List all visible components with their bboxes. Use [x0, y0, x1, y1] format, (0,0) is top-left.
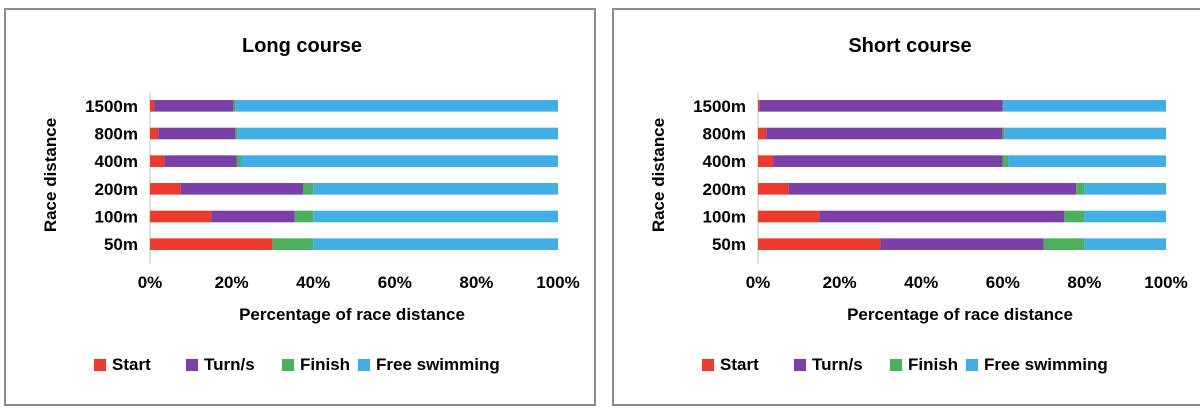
bar-free-swimming-800m: [1004, 127, 1166, 140]
bar-start-200m: [758, 183, 789, 195]
legend-swatch-free-swimming: [358, 359, 370, 371]
legend-swatch-free-swimming: [966, 359, 978, 371]
legend-label-turn-s: Turn/s: [812, 355, 863, 374]
y-axis-label: Race distance: [649, 118, 668, 232]
bar-turn-s-800m: [158, 127, 236, 140]
bar-turn-s-400m: [773, 155, 1003, 167]
x-tick-label: 0%: [746, 273, 771, 292]
bar-free-swimming-1500m: [235, 100, 558, 112]
bar-start-100m: [758, 210, 820, 223]
bar-finish-800m: [235, 127, 238, 140]
bar-free-swimming-50m: [313, 238, 558, 250]
bar-free-swimming-400m: [240, 155, 558, 167]
bar-free-swimming-1500m: [1003, 100, 1166, 112]
x-tick-label: 80%: [1067, 273, 1101, 292]
bar-turn-s-400m: [164, 155, 237, 167]
legend-swatch-turn-s: [186, 359, 198, 371]
bar-start-400m: [758, 155, 774, 167]
legend-label-turn-s: Turn/s: [204, 355, 255, 374]
bar-finish-100m: [1064, 210, 1085, 223]
y-tick-label: 1500m: [85, 97, 138, 116]
y-tick-label: 200m: [95, 180, 138, 199]
bar-free-swimming-100m: [1084, 210, 1166, 223]
legend-label-finish: Finish: [908, 355, 958, 374]
bar-start-1500m: [758, 100, 760, 112]
legend-swatch-turn-s: [794, 359, 806, 371]
bar-start-800m: [758, 127, 767, 140]
bar-start-50m: [150, 238, 273, 250]
y-tick-label: 400m: [95, 152, 138, 171]
y-tick-label: 400m: [703, 152, 746, 171]
y-tick-label: 800m: [95, 125, 138, 144]
bar-turn-s-800m: [766, 127, 1003, 140]
bar-turn-s-100m: [819, 210, 1064, 223]
legend-label-finish: Finish: [300, 355, 350, 374]
bar-finish-50m: [272, 238, 314, 250]
bar-free-swimming-400m: [1008, 155, 1166, 167]
x-tick-label: 40%: [296, 273, 330, 292]
chart-panel-short-course: Short course 1500m 800m 400m 200m 100m 50m 0% 20…: [612, 8, 1200, 406]
y-tick-label: 800m: [703, 125, 746, 144]
legend-label-free-swimming: Free swimming: [376, 355, 500, 374]
legend-swatch-finish: [282, 359, 294, 371]
bar-finish-100m: [294, 210, 314, 223]
bar-turn-s-50m: [880, 238, 1044, 250]
y-axis-label: Race distance: [41, 118, 60, 232]
y-tick-label: 1500m: [693, 97, 746, 116]
bar-free-swimming-200m: [313, 183, 558, 195]
bar-turn-s-1500m: [759, 100, 1003, 112]
bar-finish-400m: [236, 155, 241, 167]
bar-finish-200m: [303, 183, 314, 195]
x-tick-label: 100%: [1144, 273, 1187, 292]
y-tick-label: 100m: [703, 208, 746, 227]
legend-swatch-start: [94, 359, 106, 371]
legend-label-start: Start: [112, 355, 151, 374]
bar-finish-50m: [1043, 238, 1085, 250]
y-tick-label: 50m: [712, 235, 746, 254]
chart-title: Short course: [848, 35, 971, 57]
bar-finish-800m: [1002, 127, 1005, 140]
legend-swatch-start: [702, 359, 714, 371]
x-tick-label: 0%: [138, 273, 163, 292]
x-axis-label: Percentage of race distance: [239, 305, 465, 324]
bar-start-50m: [758, 238, 881, 250]
bar-finish-1500m: [1002, 100, 1004, 112]
bar-finish-1500m: [233, 100, 236, 112]
bar-free-swimming-50m: [1084, 238, 1166, 250]
bar-start-200m: [150, 183, 181, 195]
x-tick-label: 20%: [823, 273, 857, 292]
x-tick-label: 60%: [378, 273, 412, 292]
bar-free-swimming-800m: [237, 127, 558, 140]
bar-start-1500m: [150, 100, 155, 112]
legend-swatch-finish: [890, 359, 902, 371]
bar-free-swimming-200m: [1084, 183, 1166, 195]
x-tick-label: 40%: [904, 273, 938, 292]
bar-free-swimming-100m: [313, 210, 558, 223]
y-tick-label: 100m: [95, 208, 138, 227]
x-axis-label: Percentage of race distance: [847, 305, 1073, 324]
y-tick-label: 50m: [104, 235, 138, 254]
bar-start-800m: [150, 127, 159, 140]
x-tick-label: 20%: [215, 273, 249, 292]
x-tick-label: 60%: [986, 273, 1020, 292]
bar-finish-200m: [1076, 183, 1085, 195]
bar-turn-s-1500m: [154, 100, 234, 112]
x-tick-label: 100%: [536, 273, 579, 292]
x-tick-label: 80%: [459, 273, 493, 292]
chart-title: Long course: [242, 35, 362, 57]
bar-turn-s-200m: [180, 183, 303, 195]
bar-start-400m: [150, 155, 165, 167]
bar-start-100m: [150, 210, 212, 223]
legend-label-free-swimming: Free swimming: [984, 355, 1108, 374]
chart-panel-long-course: Long course 1500m 800m 400m 200m 100m 50m 0% 20%…: [4, 8, 596, 406]
bar-turn-s-200m: [788, 183, 1077, 195]
y-tick-label: 200m: [703, 180, 746, 199]
legend-label-start: Start: [720, 355, 759, 374]
bar-finish-400m: [1002, 155, 1009, 167]
bar-turn-s-100m: [211, 210, 295, 223]
